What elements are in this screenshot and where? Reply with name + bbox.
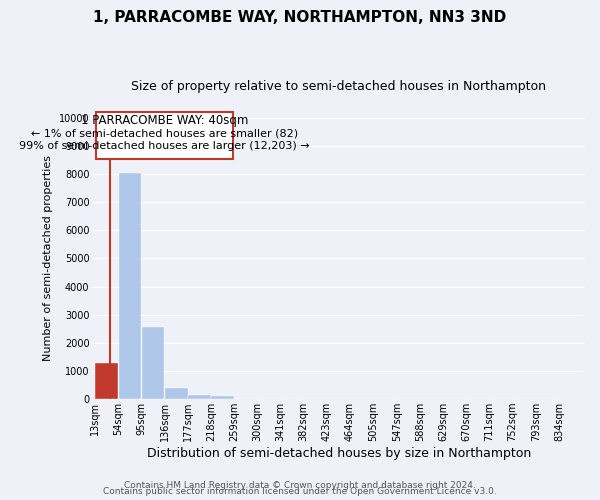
Text: ← 1% of semi-detached houses are smaller (82): ← 1% of semi-detached houses are smaller… <box>31 128 298 138</box>
Bar <box>96 112 233 158</box>
Text: 1, PARRACOMBE WAY, NORTHAMPTON, NN3 3ND: 1, PARRACOMBE WAY, NORTHAMPTON, NN3 3ND <box>94 10 506 25</box>
Text: Contains HM Land Registry data © Crown copyright and database right 2024.: Contains HM Land Registry data © Crown c… <box>124 481 476 490</box>
X-axis label: Distribution of semi-detached houses by size in Northampton: Distribution of semi-detached houses by … <box>146 447 531 460</box>
Y-axis label: Number of semi-detached properties: Number of semi-detached properties <box>43 156 53 362</box>
Bar <box>211 396 234 399</box>
Text: 99% of semi-detached houses are larger (12,203) →: 99% of semi-detached houses are larger (… <box>19 141 310 151</box>
Bar <box>165 388 188 399</box>
Bar <box>188 395 211 399</box>
Title: Size of property relative to semi-detached houses in Northampton: Size of property relative to semi-detach… <box>131 80 546 93</box>
Bar <box>119 172 141 399</box>
Bar <box>95 362 118 399</box>
Text: Contains public sector information licensed under the Open Government Licence v3: Contains public sector information licen… <box>103 487 497 496</box>
Bar <box>142 328 164 399</box>
Text: 1 PARRACOMBE WAY: 40sqm: 1 PARRACOMBE WAY: 40sqm <box>80 114 248 127</box>
